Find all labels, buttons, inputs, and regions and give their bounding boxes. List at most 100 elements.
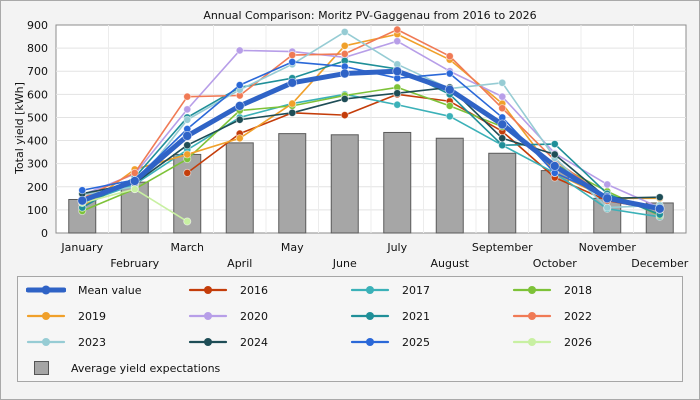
point-2026 [183,217,192,226]
point-2024 [498,134,507,143]
point-2016 [340,111,349,120]
bar-may [278,133,307,234]
x-tick-label: April [227,257,252,270]
legend-label: 2017 [402,283,430,297]
x-tick-label: March [170,241,204,254]
legend-swatch [188,338,228,346]
legend-item-2019[interactable]: 2019 [26,307,106,325]
legend-swatch [512,312,552,320]
legend-label: 2019 [78,309,106,323]
y-tick-label: 800 [27,42,48,55]
bar-april [225,142,254,234]
point-2016 [183,168,192,177]
point-mean-value [392,66,403,77]
legend-swatch [512,338,552,346]
point-2024 [288,108,297,117]
point-mean-value [77,195,88,206]
y-tick-label: 600 [27,88,48,101]
point-2023 [340,27,349,36]
legend-item-2026[interactable]: 2026 [512,333,592,351]
legend-label: 2016 [240,283,268,297]
legend-bar-swatch [34,361,49,375]
x-tick-label: January [60,241,103,254]
legend-label: 2021 [402,309,430,323]
legend-item-average-yield[interactable]: Average yield expectations [26,359,220,377]
point-mean-value [497,119,508,130]
y-tick-label: 700 [27,65,48,78]
legend-label: 2025 [402,335,430,349]
series-line-2017 [81,93,661,218]
legend-item-2021[interactable]: 2021 [350,307,430,325]
legend-item-mean-value[interactable]: Mean value [26,281,142,299]
bar-august [435,137,464,234]
legend-swatch [26,312,66,320]
legend-label: 2023 [78,335,106,349]
y-tick-label: 200 [27,181,48,194]
y-axis-ticks: 0 100 200 300 400 500 600 700 800 900 [27,19,48,240]
bar-series [68,131,674,234]
legend-item-2017[interactable]: 2017 [350,281,430,299]
grid-lines [56,25,686,233]
point-mean-value [444,84,455,95]
legend-label: 2022 [564,309,592,323]
series-line-2018 [81,86,661,217]
legend-item-2024[interactable]: 2024 [188,333,268,351]
legend-item-2025[interactable]: 2025 [350,333,430,351]
legend-swatch [188,286,228,294]
point-2022 [445,52,454,61]
series-line-2020 [81,40,661,209]
point-2024 [340,94,349,103]
legend-label: 2026 [564,335,592,349]
point-2022 [288,51,297,60]
legend-label: 2020 [240,309,268,323]
legend-item-2020[interactable]: 2020 [188,307,268,325]
series-mean-value [77,66,665,214]
point-2023 [603,203,612,212]
point-2025 [288,57,297,66]
point-2019 [340,41,349,50]
legend-item-2016[interactable]: 2016 [188,281,268,299]
y-tick-label: 100 [27,204,48,217]
point-mean-value [287,77,298,88]
point-mean-value [602,193,613,204]
y-tick-label: 400 [27,135,48,148]
x-tick-label: December [631,257,689,270]
point-2024 [235,115,244,124]
point-2020 [393,37,402,46]
point-2024 [655,193,664,202]
legend-swatch [26,285,66,295]
legend-item-2023[interactable]: 2023 [26,333,106,351]
x-tick-label: June [332,257,357,270]
legend-label: Mean value [78,283,142,297]
point-2025 [78,186,87,195]
line-series [77,25,665,226]
point-2024 [393,89,402,98]
y-tick-label: 900 [27,19,48,32]
y-tick-label: 300 [27,158,48,171]
point-2020 [498,92,507,101]
point-2022 [340,49,349,58]
bar-september [488,152,517,234]
legend-item-2022[interactable]: 2022 [512,307,592,325]
point-2021 [498,141,507,150]
y-tick-label: 500 [27,111,48,124]
x-axis-ticks: January February March April May June July Augu… [60,241,688,270]
point-2020 [603,180,612,189]
y-axis-label: Total yield [kWh] [13,82,26,175]
point-2019 [235,134,244,143]
bar-july [383,131,412,234]
legend-label: 2018 [564,283,592,297]
point-2025 [445,69,454,78]
point-2020 [183,105,192,114]
series-line-2016 [186,93,661,211]
series-line-mean-value [79,68,663,212]
legend-swatch [26,338,66,346]
y-tick-label: 0 [41,227,48,240]
point-2017 [445,112,454,121]
point-mean-value [654,203,665,214]
legend-item-2018[interactable]: 2018 [512,281,592,299]
legend-swatch [512,286,552,294]
point-2024 [183,141,192,150]
point-mean-value [182,131,193,141]
